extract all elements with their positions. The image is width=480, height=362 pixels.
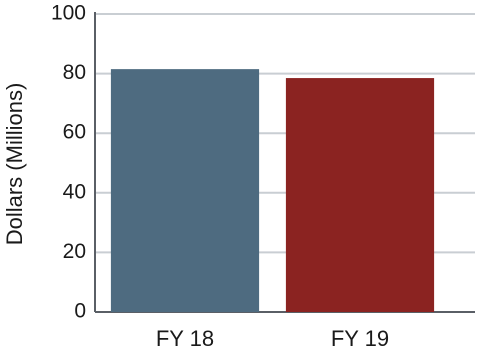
x-tick-label: FY 19 xyxy=(331,326,389,351)
y-tick-label: 0 xyxy=(74,300,86,323)
y-tick-label: 80 xyxy=(63,61,86,84)
bar xyxy=(110,69,260,312)
y-tick-label: 60 xyxy=(63,121,86,144)
y-axis-label: Dollars (Millions) xyxy=(2,83,27,246)
y-tick-label: 40 xyxy=(63,180,86,203)
y-tick-label: 20 xyxy=(63,240,86,263)
x-tick-label: FY 18 xyxy=(156,326,214,351)
y-tick-label: 100 xyxy=(51,2,86,25)
bar xyxy=(285,78,435,312)
